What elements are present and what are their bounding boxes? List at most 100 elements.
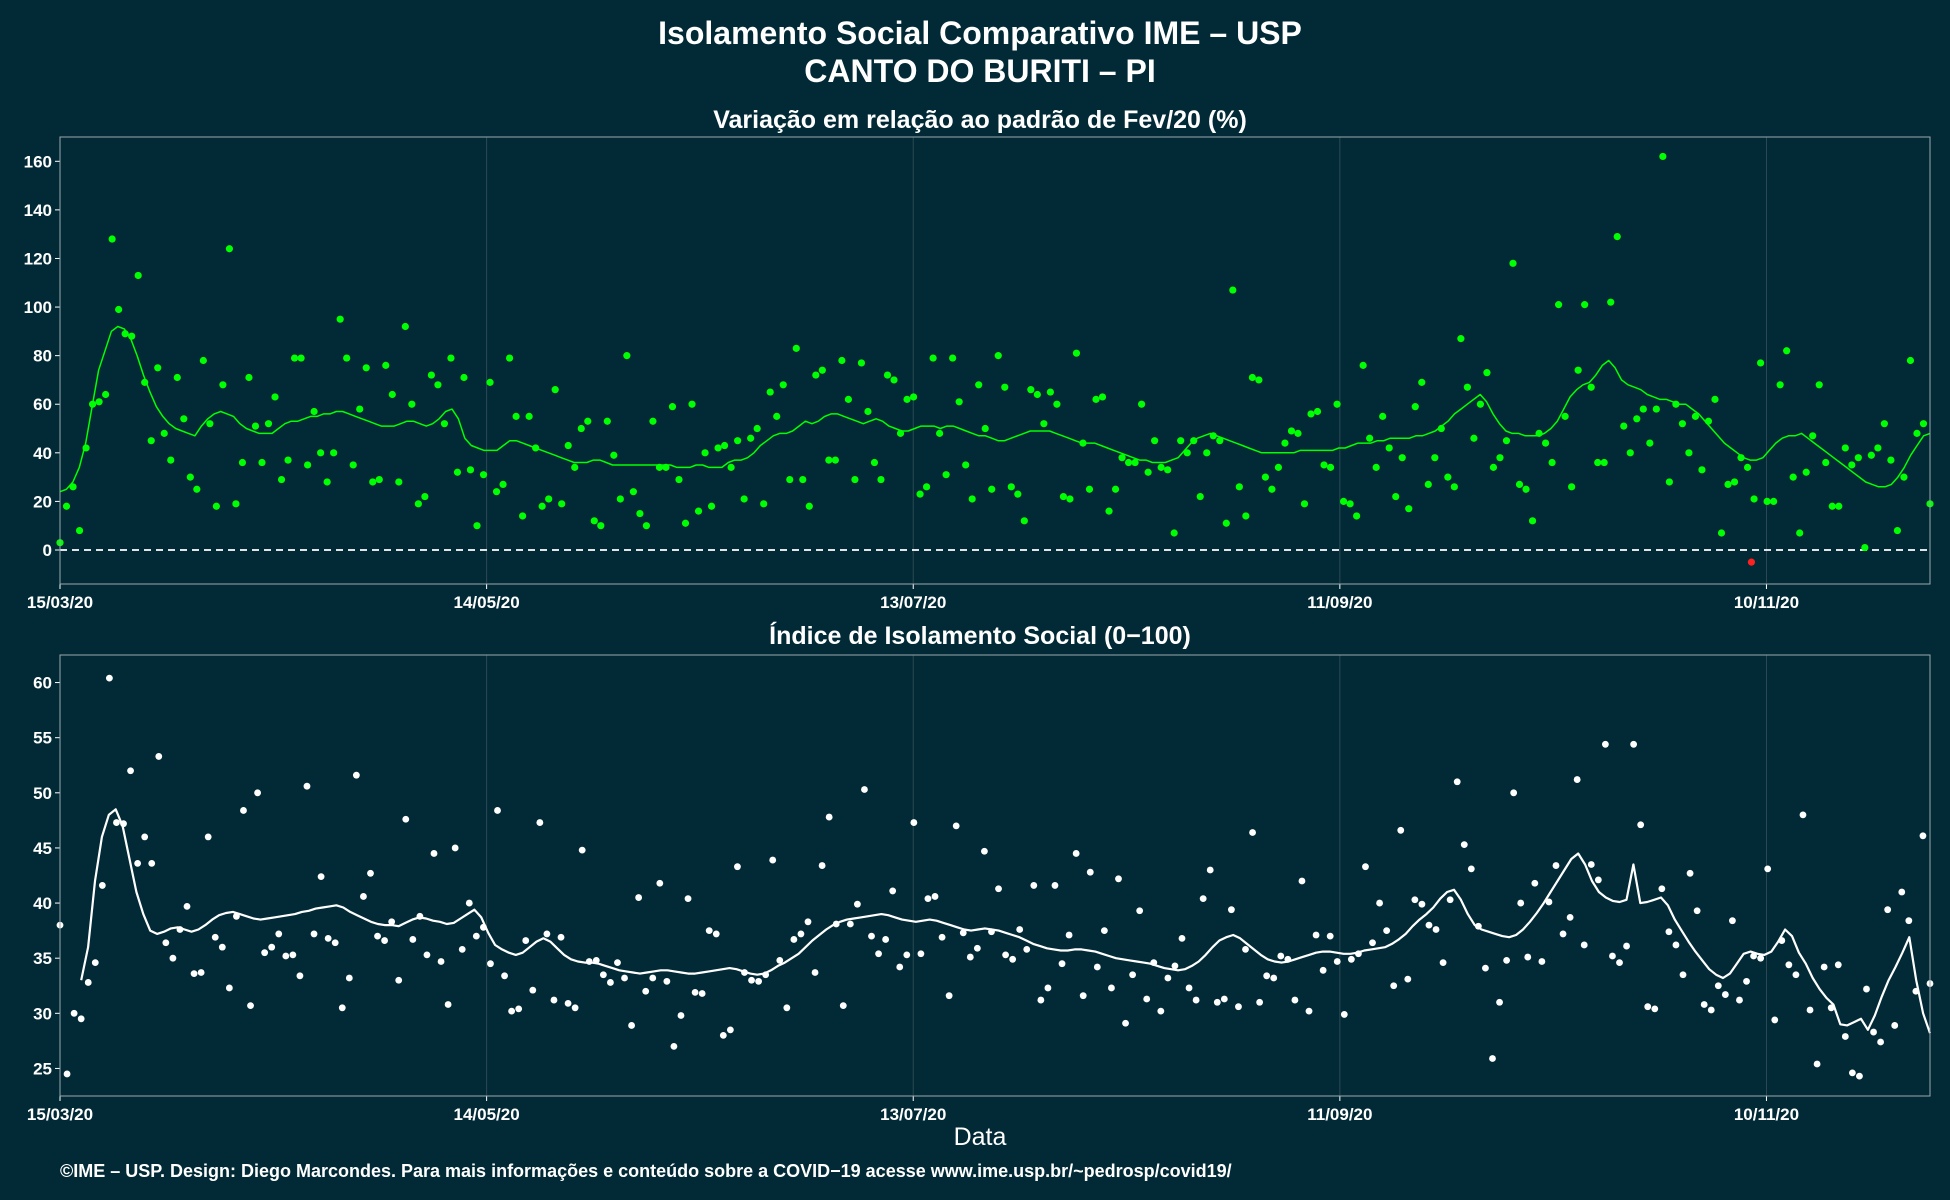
p2-point xyxy=(1609,952,1616,960)
p2-point xyxy=(931,893,939,900)
p1-point xyxy=(981,424,989,433)
p2-point xyxy=(1693,907,1701,915)
p1-point xyxy=(1841,444,1849,452)
p2-point xyxy=(599,971,607,979)
p1-point xyxy=(1691,412,1700,420)
p1-point xyxy=(766,388,774,396)
p1-point xyxy=(610,451,618,459)
p2-point xyxy=(1736,996,1743,1004)
p1-point xyxy=(1548,458,1556,467)
p1-point xyxy=(551,386,559,394)
p2-point xyxy=(352,771,360,779)
p2-y-tick-label: 55 xyxy=(33,729,52,748)
p2-point xyxy=(853,900,861,908)
p1-point xyxy=(1281,439,1289,447)
p1-point xyxy=(1203,449,1211,457)
p1-point xyxy=(936,429,944,437)
p2-point xyxy=(1714,982,1722,990)
p1-point xyxy=(1835,502,1843,510)
p1-x-tick-label: 15/03/20 xyxy=(27,593,93,612)
p1-point xyxy=(115,305,123,314)
p1-point xyxy=(1353,512,1361,520)
p1-point xyxy=(1450,483,1458,491)
p2-point xyxy=(571,1004,579,1012)
p1-point xyxy=(1613,233,1621,241)
p2-point xyxy=(1199,895,1207,903)
p1-point xyxy=(818,366,826,374)
p2-y-tick-label: 25 xyxy=(33,1059,52,1078)
p1-point xyxy=(1483,369,1491,377)
p2-point xyxy=(1489,1055,1496,1062)
p1-point xyxy=(1906,356,1915,365)
p2-y-tick-label: 50 xyxy=(33,784,52,803)
p2-point xyxy=(1093,963,1101,971)
p2-point xyxy=(938,933,946,941)
p2-point xyxy=(1799,811,1807,819)
p2-point xyxy=(1594,876,1602,884)
p1-point xyxy=(714,444,722,452)
p1-frame xyxy=(59,136,1931,585)
p2-point xyxy=(1390,982,1398,990)
p1-point xyxy=(1326,463,1335,471)
p2-point xyxy=(691,988,699,996)
p1-point xyxy=(1515,480,1524,488)
p1-point xyxy=(264,420,273,428)
p1-point xyxy=(362,364,370,372)
p2-point xyxy=(1580,941,1588,949)
p1-point xyxy=(1737,454,1745,462)
p1-point xyxy=(1229,286,1237,294)
p2-point xyxy=(1312,931,1320,939)
p1-point xyxy=(786,475,794,484)
p2-point xyxy=(1884,906,1892,914)
p1-point xyxy=(1235,483,1243,491)
p2-point xyxy=(1086,868,1094,876)
p1-point xyxy=(1730,478,1739,486)
p1-point xyxy=(460,373,468,382)
p2-point xyxy=(1213,998,1221,1006)
p1-point xyxy=(538,502,546,510)
p1-point xyxy=(388,390,396,399)
p2-point xyxy=(1743,977,1750,985)
p1-point xyxy=(1652,405,1660,413)
p2-point xyxy=(1227,906,1235,914)
p1-point xyxy=(1502,437,1511,445)
p2-point xyxy=(734,863,741,871)
p1-point xyxy=(323,478,331,486)
p2-point xyxy=(338,1004,346,1012)
p1-x-tick-label: 13/07/20 xyxy=(880,593,946,612)
p1-point xyxy=(1366,434,1374,442)
p2-point xyxy=(910,819,918,826)
p1-point xyxy=(864,407,872,416)
p1-point xyxy=(812,371,820,379)
p2-point xyxy=(1721,991,1729,998)
p2-point xyxy=(211,933,219,941)
p2-point xyxy=(1220,995,1228,1003)
p2-point xyxy=(204,833,212,841)
x-axis-label: Data xyxy=(954,1123,1007,1151)
p1-point xyxy=(1222,519,1230,527)
p2-point xyxy=(1376,899,1383,907)
p1-y-tick-label: 100 xyxy=(24,298,52,317)
p1-point xyxy=(336,315,344,323)
p1-point xyxy=(701,449,709,457)
p2-point xyxy=(289,951,297,959)
p2-point xyxy=(1559,930,1567,938)
p2-point xyxy=(1623,942,1630,950)
p1-point xyxy=(193,485,201,493)
p2-point xyxy=(472,932,480,940)
p2-point xyxy=(1298,877,1306,885)
p2-point xyxy=(1164,974,1172,982)
p1-x-tick-label: 11/09/20 xyxy=(1307,593,1372,612)
p1-point xyxy=(466,466,475,474)
p1-point xyxy=(545,495,553,503)
p2-point xyxy=(374,932,381,940)
p2-x-tick-label: 14/05/20 xyxy=(454,1105,520,1124)
p2-point xyxy=(649,974,657,982)
p2-y-tick-label: 35 xyxy=(33,949,52,968)
p1-point xyxy=(1066,495,1074,503)
p1-point xyxy=(597,522,605,530)
p1-point xyxy=(1313,407,1322,416)
p1-point xyxy=(492,488,501,496)
p2-point xyxy=(515,1005,523,1013)
